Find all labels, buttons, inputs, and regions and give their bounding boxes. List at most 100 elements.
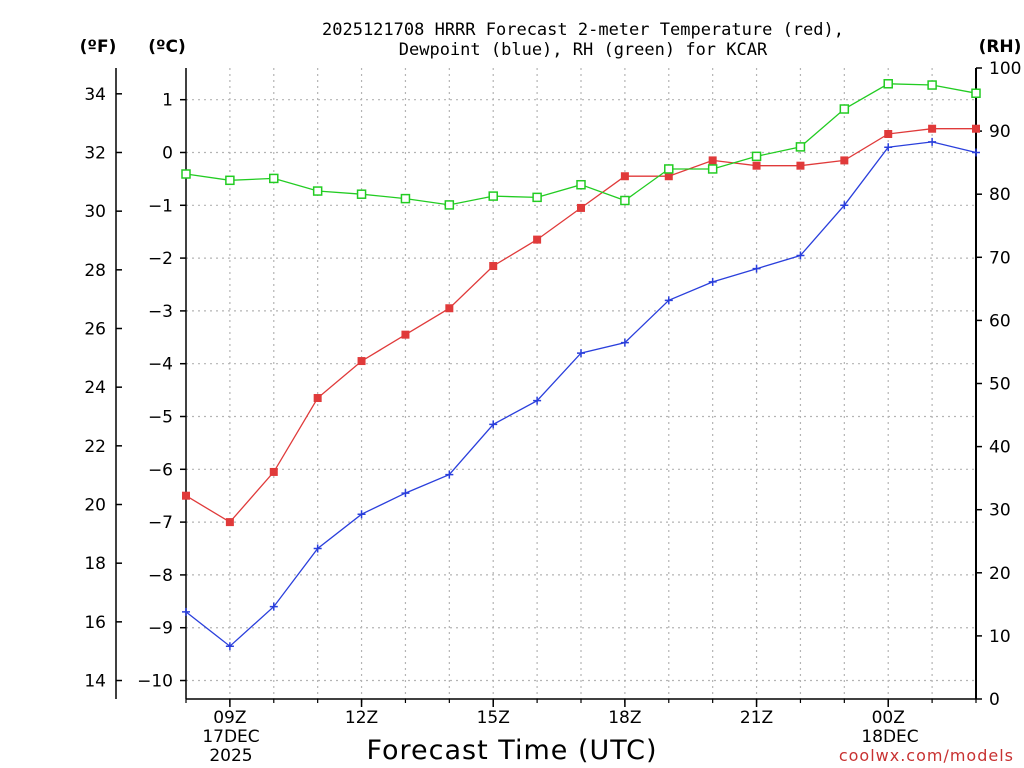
- fahrenheit-tick-label: 28: [84, 261, 106, 281]
- rh-point: [795, 142, 806, 152]
- x-tick-label: 21Z: [740, 708, 773, 728]
- celsius-tick-label: −4: [148, 355, 173, 375]
- fahrenheit-tick-label: 24: [84, 378, 106, 398]
- rh-point: [707, 164, 718, 174]
- labels-layer: 10 −1 −2 −3 −4 −5 −6 −7 −8 −9 −10 34 32 30 28 26 24 22 20 1…: [84, 59, 1021, 728]
- rh-tick-label: 50: [989, 375, 1011, 395]
- celsius-tick-label: −10: [137, 672, 173, 692]
- temperature-point: [620, 172, 629, 181]
- rh-tick-label: 0: [989, 690, 1000, 710]
- rh-point: [312, 186, 323, 196]
- rh-tick-label: 40: [989, 438, 1011, 458]
- rh-tick-label: 90: [989, 122, 1011, 142]
- rh-point: [620, 195, 630, 206]
- unit-rh: (RH): [979, 37, 1022, 57]
- rh-point: [664, 164, 674, 174]
- temperature-point: [928, 124, 937, 133]
- dewpoint-point: [796, 251, 805, 260]
- date-label-end-day: 18DEC: [861, 727, 918, 747]
- temperature-point: [708, 156, 717, 165]
- fahrenheit-tick-label: 30: [84, 202, 106, 222]
- watermark: coolwx.com/models: [839, 746, 1014, 765]
- fahrenheit-tick-label: 20: [84, 496, 106, 516]
- temperature-point: [840, 156, 849, 165]
- rh-tick-label: 30: [989, 501, 1011, 521]
- date-label-start-day: 17DEC: [202, 727, 259, 747]
- rh-tick-label: 10: [989, 627, 1011, 647]
- celsius-tick-label: −6: [148, 460, 173, 480]
- rh-point: [181, 169, 191, 179]
- temperature-point: [884, 130, 893, 139]
- temperature-point: [225, 518, 234, 527]
- rh-tick-label: 80: [989, 185, 1011, 205]
- rh-point: [225, 175, 235, 186]
- fahrenheit-tick-label: 18: [84, 554, 106, 574]
- celsius-tick-label: −2: [148, 249, 173, 269]
- dewpoint-point: [401, 489, 410, 498]
- dewpoint-point: [708, 277, 717, 286]
- unit-fahrenheit: (ºF): [80, 37, 117, 57]
- dewpoint-point: [884, 143, 893, 152]
- temperature-point: [445, 304, 454, 313]
- dewpoint-point: [225, 642, 234, 651]
- x-tick-label: 12Z: [345, 708, 378, 728]
- fahrenheit-tick-label: 16: [84, 613, 106, 633]
- rh-point: [751, 151, 762, 162]
- dewpoint-point: [313, 544, 322, 553]
- celsius-tick-label: −5: [148, 408, 173, 428]
- temperature-point: [401, 330, 410, 339]
- temperature-point: [752, 161, 761, 170]
- date-label-start-year: 2025: [209, 746, 252, 766]
- unit-celsius: (ºC): [148, 37, 186, 57]
- dewpoint-point: [182, 607, 190, 616]
- rh-tick-label: 20: [989, 564, 1011, 584]
- dewpoint-point: [577, 349, 585, 358]
- x-axis-title: Forecast Time (UTC): [366, 735, 657, 766]
- celsius-tick-label: −9: [148, 619, 173, 639]
- celsius-tick-label: −8: [148, 566, 173, 586]
- temperature-point: [489, 262, 498, 271]
- celsius-tick-label: −1: [148, 196, 173, 216]
- temperature-point: [269, 467, 278, 476]
- dewpoint-point: [489, 420, 498, 429]
- dewpoint-point: [972, 148, 980, 157]
- rh-point: [839, 104, 850, 114]
- rh-point: [576, 179, 586, 190]
- temperature-point: [577, 203, 585, 212]
- fahrenheit-tick-label: 26: [84, 319, 106, 339]
- rh-point: [400, 193, 411, 204]
- dewpoint-point: [664, 296, 673, 305]
- celsius-tick-label: −3: [148, 302, 173, 322]
- fahrenheit-tick-label: 34: [84, 85, 106, 105]
- temperature-point: [357, 357, 366, 366]
- rh-point: [971, 88, 981, 98]
- dewpoint-point: [752, 264, 761, 273]
- temperature-point: [313, 394, 322, 403]
- fahrenheit-tick-label: 32: [84, 143, 106, 163]
- rh-point: [883, 79, 893, 89]
- temperature-point: [533, 235, 542, 244]
- dewpoint-point: [533, 396, 542, 405]
- fahrenheit-tick-label: 22: [84, 437, 106, 457]
- chart-title-line1: 2025121708 HRRR Forecast 2-meter Tempera…: [322, 20, 844, 40]
- rh-point: [532, 192, 542, 203]
- axes-layer: [115, 67, 982, 707]
- rh-tick-label: 70: [989, 248, 1011, 268]
- rh-tick-label: 60: [989, 311, 1011, 331]
- chart-title-line2: Dewpoint (blue), RH (green) for KCAR: [399, 40, 768, 60]
- rh-point: [356, 189, 367, 199]
- dewpoint-point: [357, 510, 366, 519]
- grid-layer: [186, 68, 977, 699]
- x-tick-label: 09Z: [213, 708, 246, 728]
- rh-point: [488, 191, 498, 201]
- dewpoint-line: [185, 141, 977, 648]
- x-tick-label: 00Z: [872, 708, 905, 728]
- rh-point: [269, 173, 279, 184]
- dewpoint-point: [928, 137, 937, 146]
- rh-tick-label: 100: [989, 59, 1021, 79]
- dewpoint-point: [620, 338, 629, 347]
- celsius-tick-label: −7: [148, 513, 173, 533]
- x-tick-label: 18Z: [608, 708, 641, 728]
- rh-point: [444, 200, 455, 210]
